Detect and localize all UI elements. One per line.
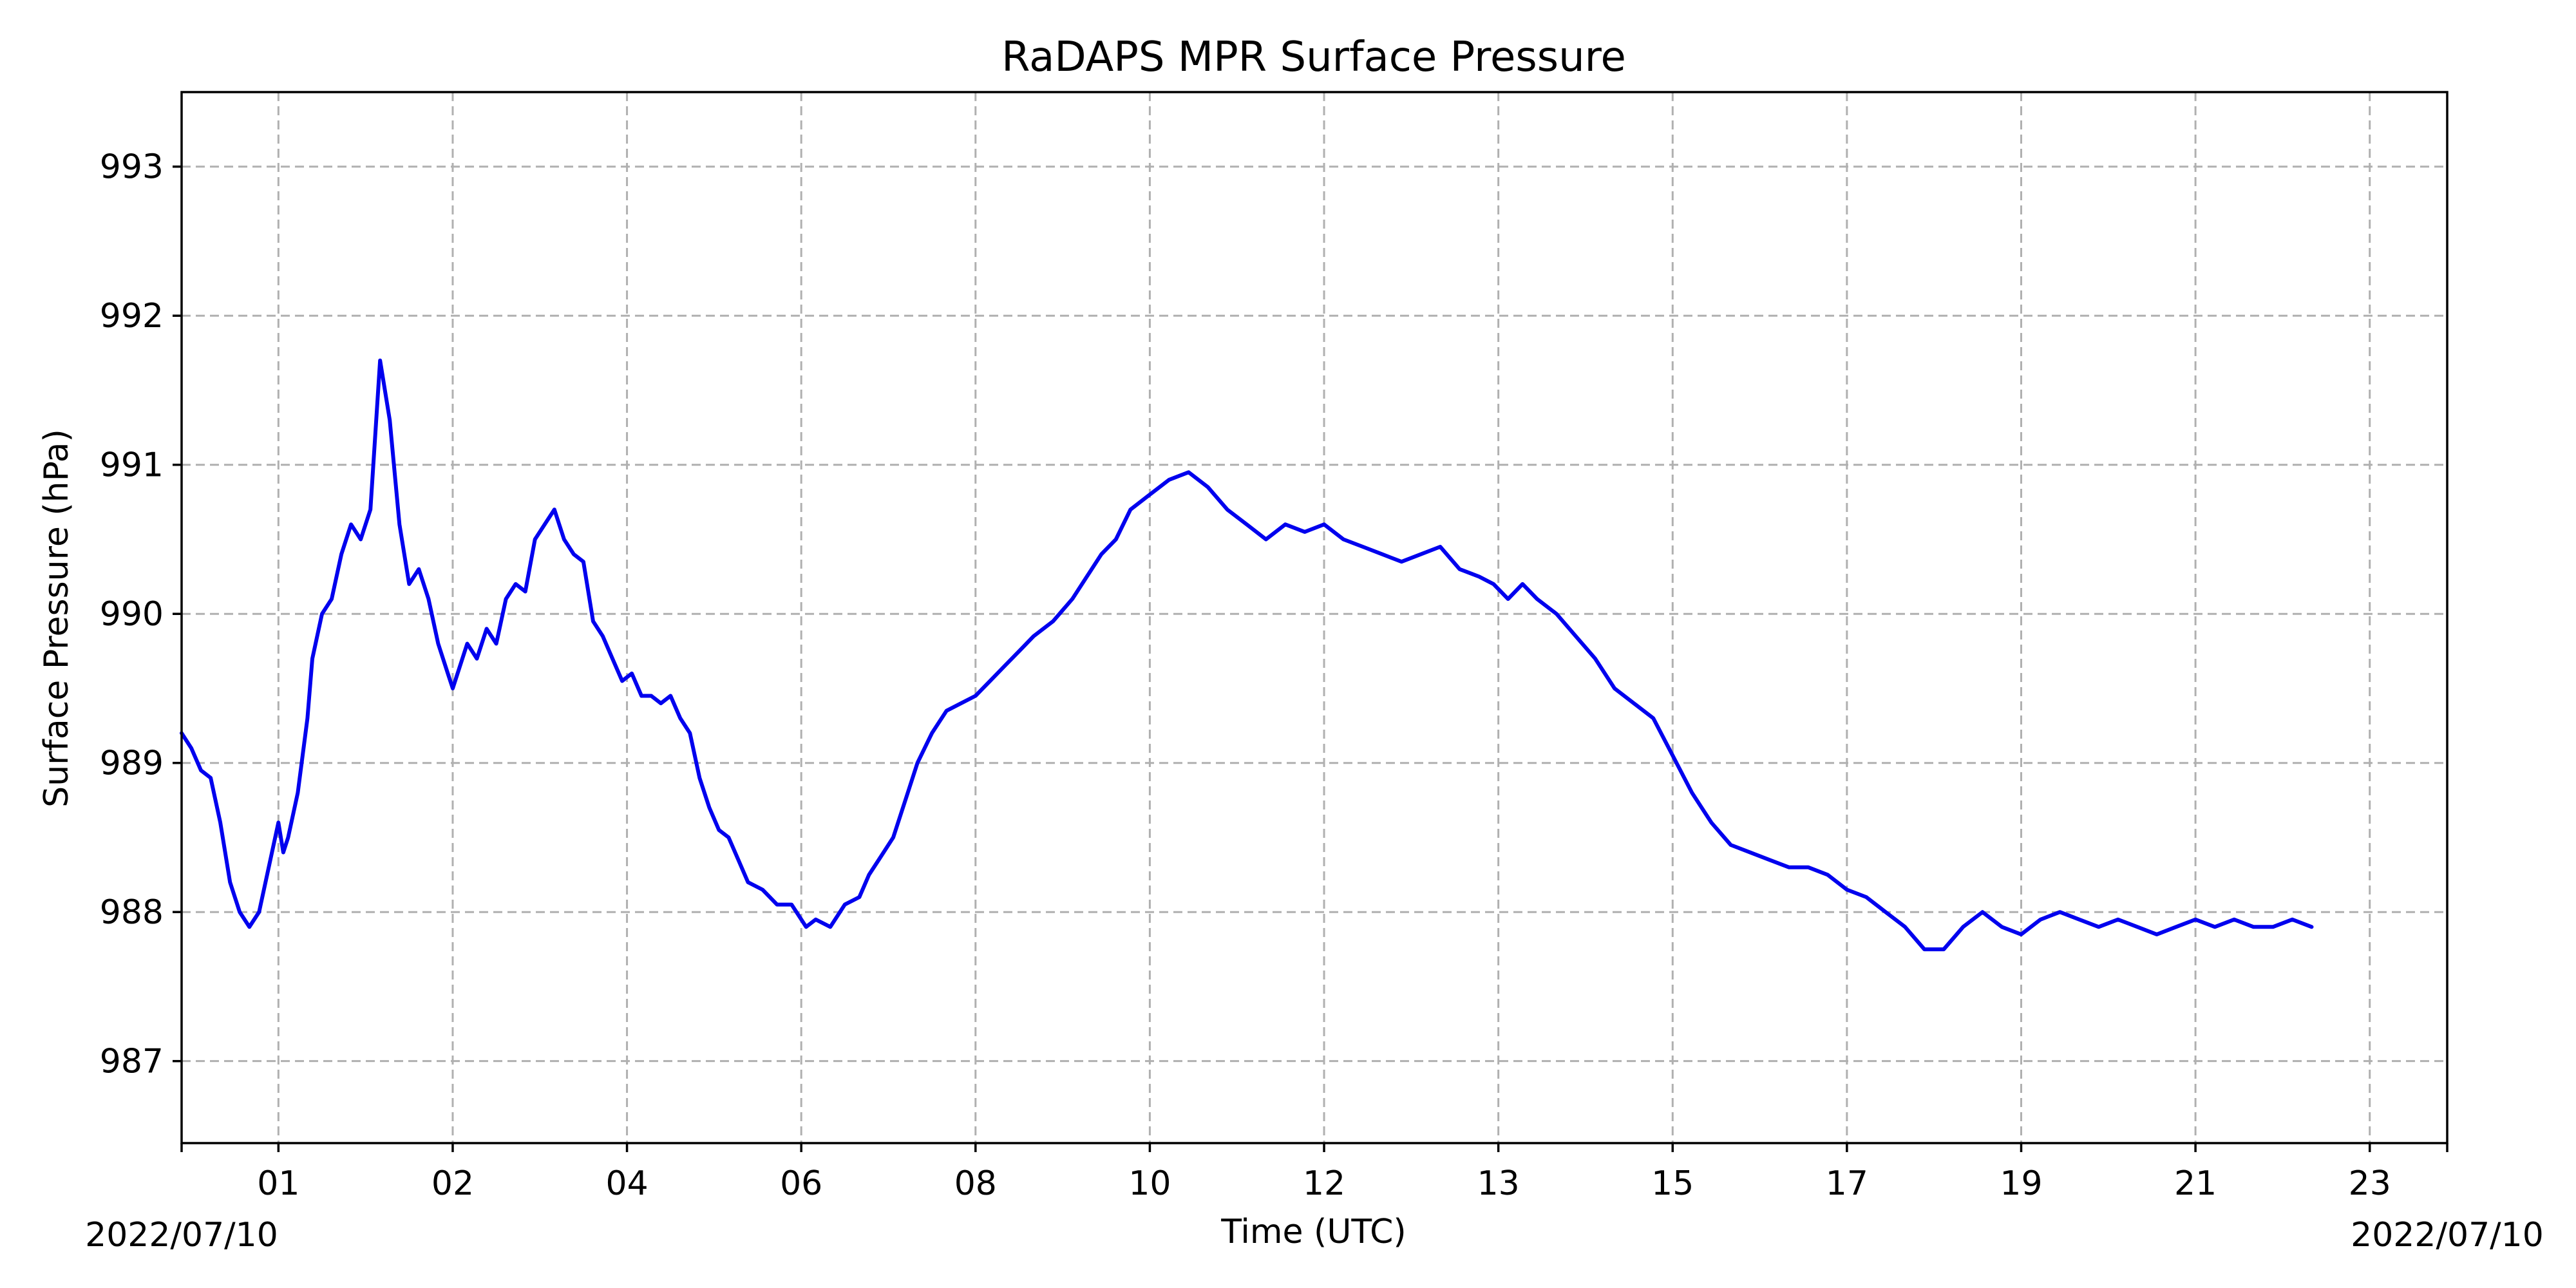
ticks: 987 988 989 990 991 992 993 01 02 04 06 08 10 12 13 15 1… (100, 148, 2448, 1203)
y-tick-label: 989 (100, 744, 164, 783)
x-tick-label: 08 (954, 1164, 997, 1203)
y-tick-label: 988 (100, 893, 164, 932)
y-axis-label: Surface Pressure (hPa) (37, 429, 76, 808)
x-tick-label: 10 (1128, 1164, 1171, 1203)
y-tick-label: 991 (100, 446, 164, 485)
y-tick-label: 987 (100, 1043, 164, 1081)
x-tick-label: 13 (1477, 1164, 1520, 1203)
pressure-series-line (180, 358, 2314, 952)
x-tick-label: 21 (2174, 1164, 2217, 1203)
y-tick-label: 993 (100, 148, 164, 187)
date-label-left: 2022/07/10 (85, 1216, 278, 1255)
y-tick-label: 990 (100, 595, 164, 634)
x-tick-label: 01 (257, 1164, 299, 1203)
chart-title: RaDAPS MPR Surface Pressure (1001, 33, 1626, 81)
x-tick-label: 02 (431, 1164, 474, 1203)
x-tick-label: 04 (605, 1164, 648, 1203)
x-tick-label: 12 (1303, 1164, 1345, 1203)
grid (182, 92, 2447, 1143)
plot-frame (180, 91, 2448, 1144)
x-tick-label: 17 (1826, 1164, 1868, 1203)
x-tick-label: 19 (2000, 1164, 2042, 1203)
x-tick-label: 06 (780, 1164, 822, 1203)
date-label-right: 2022/07/10 (2351, 1216, 2544, 1255)
x-tick-label: 15 (1651, 1164, 1694, 1203)
x-axis-label: Time (UTC) (1220, 1213, 1406, 1251)
y-tick-label: 992 (100, 297, 164, 336)
x-tick-label: 23 (2349, 1164, 2391, 1203)
